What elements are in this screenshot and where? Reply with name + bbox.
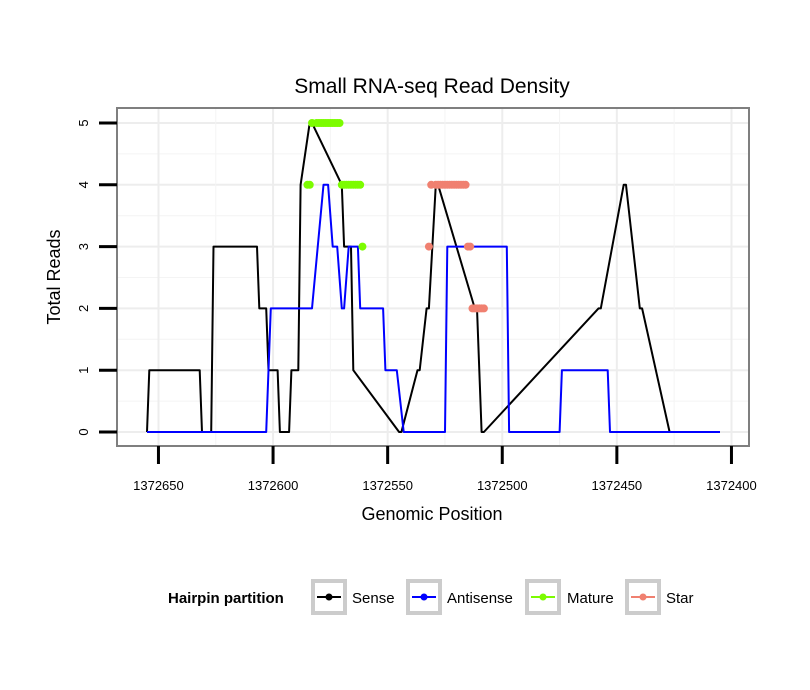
x-tick-label: 1372550 <box>362 478 413 493</box>
x-tick-label: 1372500 <box>477 478 528 493</box>
legend-label-sense: Sense <box>352 590 395 607</box>
legend-key-sense: Sense <box>311 579 395 615</box>
x-tick-label: 1372650 <box>133 478 184 493</box>
star-point <box>479 304 488 313</box>
chart-title: Small RNA-seq Read Density <box>294 75 570 98</box>
legend-label-mature: Mature <box>567 590 614 607</box>
legend-label-antisense: Antisense <box>447 590 513 607</box>
y-tick-label: 0 <box>76 428 91 435</box>
legend-key-antisense: Antisense <box>406 579 513 615</box>
legend-label-star: Star <box>666 590 694 607</box>
y-tick-label: 1 <box>76 367 91 374</box>
star-series-points <box>424 180 488 313</box>
plot-panel <box>116 107 750 447</box>
x-tick-label: 1372450 <box>592 478 643 493</box>
sense-series-line <box>146 122 720 433</box>
x-axis: 1372650 1372600 1372550 1372500 1372450 13724… <box>133 446 757 493</box>
x-tick-label: 1372400 <box>706 478 757 493</box>
x-tick-label: 1372600 <box>248 478 299 493</box>
legend-keys: Sense Antisense Mature Star <box>311 579 694 615</box>
mature-series-points <box>303 119 367 251</box>
legend-key-mature: Mature <box>525 579 614 615</box>
legend-key-dot <box>420 593 428 601</box>
legend-title: Hairpin partition <box>168 590 284 607</box>
x-axis-title: Genomic Position <box>361 504 502 524</box>
mature-point <box>358 242 367 251</box>
legend-key-dot <box>539 593 547 601</box>
mature-point <box>305 180 314 189</box>
series-layer <box>146 119 720 433</box>
mature-point <box>356 180 365 189</box>
y-tick-label: 2 <box>76 305 91 312</box>
star-point <box>466 242 475 251</box>
antisense-series-line <box>147 183 720 433</box>
y-axis-title: Total Reads <box>44 229 64 324</box>
star-point <box>424 242 433 251</box>
y-tick-label: 4 <box>76 181 91 188</box>
y-axis: 0 1 2 3 4 5 <box>76 119 117 436</box>
y-tick-label: 3 <box>76 243 91 250</box>
legend-key-dot <box>325 593 333 601</box>
legend: Hairpin partition Sense Antisense Mature St… <box>168 579 694 615</box>
star-point <box>461 180 470 189</box>
legend-key-star: Star <box>625 579 694 615</box>
legend-key-dot <box>639 593 647 601</box>
mature-point <box>335 119 344 127</box>
y-tick-label: 5 <box>76 119 91 126</box>
